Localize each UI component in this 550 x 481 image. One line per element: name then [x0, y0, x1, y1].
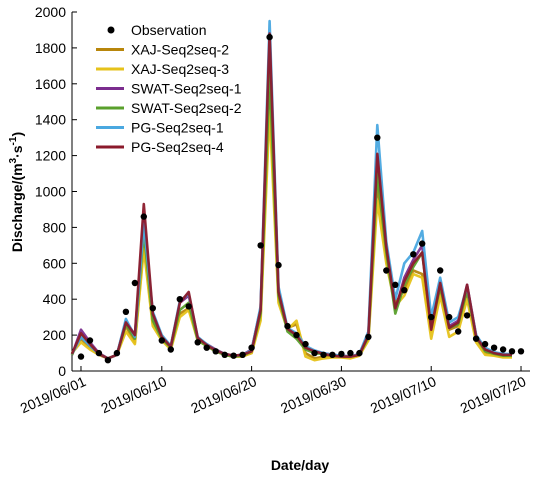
legend: Observation XAJ-Seq2seq-2 XAJ-Seq2seq-3 SWA…	[96, 22, 242, 155]
observation-point	[517, 348, 525, 355]
legend-label: XAJ-Seq2seq-2	[131, 42, 229, 58]
legend-label: PG-Seq2seq-1	[131, 120, 224, 136]
observation-point	[499, 346, 507, 353]
observation-point	[284, 322, 291, 330]
observation-point	[104, 357, 112, 364]
series-line-pg-seq2seq-4	[70, 32, 512, 360]
observation-point	[365, 333, 372, 341]
y-tick-label: 200	[43, 327, 67, 343]
observation-point	[446, 313, 453, 321]
observation-point	[508, 348, 516, 355]
observation-point	[311, 349, 318, 357]
observation-point	[463, 312, 471, 319]
y-axis-title-end: )	[9, 132, 25, 137]
legend-label-observation: Observation	[131, 22, 206, 38]
observation-point	[176, 296, 183, 303]
observation-point	[212, 348, 219, 355]
observation-point	[185, 303, 192, 310]
observation-point	[338, 350, 345, 358]
observation-point	[374, 134, 381, 141]
observation-point	[113, 349, 121, 357]
observation-point	[77, 353, 85, 360]
observation-point	[392, 281, 399, 288]
x-tick-label: 2019/06/20	[188, 373, 259, 416]
observation-point	[203, 344, 210, 351]
observation-point	[122, 308, 130, 315]
observation-point	[410, 251, 417, 258]
x-tick-label: 2019/06/01	[18, 373, 89, 416]
observation-point	[419, 240, 426, 247]
y-tick-label: 1600	[35, 76, 66, 92]
y-axis-title: Discharge/(m3·s-1)	[8, 132, 25, 252]
y-tick-label: 800	[43, 219, 67, 235]
observation-point	[347, 349, 354, 357]
observation-point	[140, 213, 147, 220]
observation-point	[275, 261, 282, 269]
y-tick-label: 1800	[35, 40, 66, 56]
y-axis-title-sup2: -1	[8, 136, 19, 145]
y-tick-label: 1000	[35, 184, 66, 200]
observation-point	[221, 351, 228, 358]
x-tick-label: 2019/07/10	[368, 373, 439, 416]
observation-point	[158, 337, 165, 344]
observation-point	[239, 351, 246, 358]
y-tick-label: 2000	[35, 4, 66, 20]
observation-point	[302, 340, 309, 348]
observation-point	[472, 335, 480, 342]
legend-label: PG-Seq2seq-4	[131, 139, 224, 155]
y-ticks: 0 200 400 600 800 1000 1200 1400 1600 1800 2000	[35, 4, 77, 379]
x-tick-label: 2019/06/30	[278, 373, 349, 416]
x-ticks: 2019/06/01 2019/06/10 2019/06/20 2019/06/30…	[18, 366, 529, 416]
observation-point	[266, 33, 273, 41]
observation-point	[230, 352, 237, 359]
observation-point	[437, 267, 444, 274]
observation-point	[320, 351, 327, 358]
observation-point	[86, 337, 94, 344]
y-tick-label: 400	[43, 291, 67, 307]
observation-point	[149, 305, 156, 312]
observation-point	[481, 340, 489, 348]
legend-label: SWAT-Seq2seq-2	[131, 100, 242, 116]
observation-point	[490, 344, 498, 351]
observation-point	[248, 344, 255, 351]
observation-point	[428, 313, 435, 321]
observation-point	[329, 351, 336, 358]
legend-label: SWAT-Seq2seq-1	[131, 81, 242, 97]
x-axis-title: Date/day	[271, 457, 330, 473]
observation-points	[77, 33, 525, 364]
observation-point	[131, 279, 139, 287]
series-line-xaj-seq2seq-3	[71, 109, 512, 362]
x-tick-label: 2019/06/10	[98, 373, 169, 416]
series-layer	[70, 19, 512, 362]
y-axis-title-sup1: 3	[8, 157, 19, 163]
legend-marker-observation	[107, 26, 115, 34]
y-axis-title-main: Discharge/(m	[9, 163, 25, 252]
observation-point	[383, 267, 390, 274]
x-tick-label: 2019/07/20	[458, 373, 529, 416]
y-tick-label: 1400	[35, 112, 66, 128]
observation-point	[257, 242, 264, 249]
y-axis-title-mid: ·s	[9, 145, 25, 158]
observation-point	[194, 339, 201, 346]
observation-point	[356, 349, 363, 357]
legend-label: XAJ-Seq2seq-3	[131, 61, 229, 77]
observation-point	[455, 328, 462, 335]
observation-point	[401, 287, 408, 294]
y-tick-label: 1200	[35, 148, 66, 164]
y-tick-label: 600	[43, 255, 67, 271]
observation-point	[95, 349, 103, 357]
observation-point	[167, 346, 174, 353]
observation-point	[293, 331, 300, 339]
y-tick-label: 0	[58, 363, 66, 379]
